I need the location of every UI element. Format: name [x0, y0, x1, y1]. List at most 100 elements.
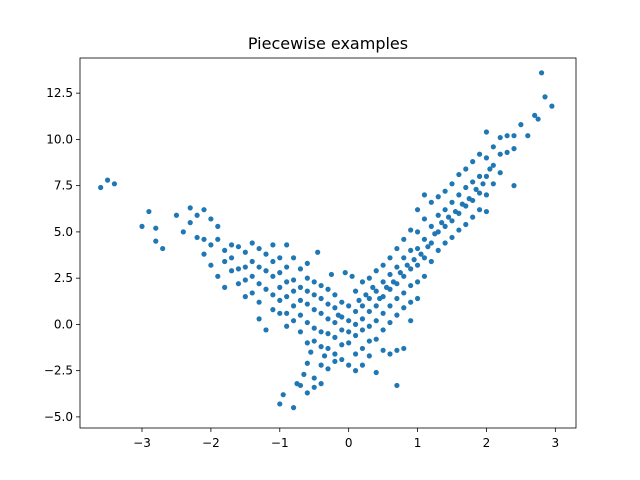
data-point	[270, 292, 276, 298]
data-point	[463, 221, 469, 228]
data-point	[325, 286, 331, 292]
data-point	[104, 177, 111, 183]
data-point	[318, 329, 324, 335]
data-point	[339, 356, 345, 363]
data-point	[325, 316, 331, 322]
data-point	[339, 299, 345, 305]
data-point	[242, 249, 248, 255]
data-point	[277, 401, 283, 407]
y-axis: −5.0 −2.5 0.0 2.5 5.0 7.5 10.0 12.5	[44, 86, 80, 424]
data-point	[332, 292, 338, 298]
data-point	[201, 236, 207, 242]
data-point	[511, 183, 517, 189]
data-point	[346, 362, 352, 368]
data-point	[311, 325, 317, 331]
data-point	[363, 292, 369, 298]
data-point	[439, 220, 445, 226]
data-point	[284, 323, 290, 329]
data-point	[277, 270, 283, 276]
data-point	[463, 166, 469, 172]
data-point	[304, 301, 310, 307]
data-point	[487, 166, 493, 172]
data-point	[277, 255, 283, 261]
data-point	[249, 290, 255, 296]
data-point	[222, 258, 228, 265]
data-point	[311, 338, 317, 344]
data-point	[352, 332, 359, 339]
data-point	[380, 279, 386, 285]
data-point	[284, 264, 290, 270]
data-point	[270, 242, 276, 248]
data-point	[414, 279, 421, 285]
y-tick-label: 7.5	[54, 179, 73, 193]
data-point	[277, 310, 283, 316]
data-point	[249, 273, 255, 279]
data-point	[332, 358, 338, 364]
data-point	[284, 310, 290, 316]
data-point	[414, 207, 421, 213]
data-point	[401, 273, 407, 279]
data-point	[308, 349, 314, 355]
data-point	[532, 112, 538, 118]
data-point	[297, 382, 304, 389]
data-point	[304, 319, 310, 326]
data-point	[359, 327, 366, 333]
data-point	[352, 321, 359, 327]
data-point	[442, 207, 448, 213]
data-point	[394, 281, 400, 287]
data-point	[421, 236, 428, 242]
data-point	[370, 284, 376, 290]
data-point	[366, 295, 372, 302]
data-point	[304, 360, 310, 366]
data-point	[435, 194, 441, 200]
data-point	[435, 212, 441, 218]
data-point	[401, 290, 407, 296]
data-point	[380, 310, 386, 316]
data-point	[380, 262, 386, 268]
data-point	[256, 299, 262, 305]
data-point	[435, 247, 441, 253]
data-point	[290, 405, 297, 411]
plot-area-frame	[79, 57, 577, 429]
data-point	[373, 369, 379, 376]
data-point	[404, 262, 410, 268]
data-point	[401, 255, 407, 261]
x-tick-label: 1	[414, 436, 422, 450]
data-point	[394, 264, 400, 270]
data-point	[146, 208, 152, 215]
data-point	[325, 345, 331, 352]
data-point	[173, 212, 180, 218]
data-point	[483, 173, 490, 179]
data-point	[366, 338, 372, 344]
data-point	[456, 210, 462, 216]
data-point	[414, 262, 421, 268]
data-point	[228, 242, 235, 248]
data-point	[277, 297, 283, 303]
data-point	[428, 258, 434, 265]
y-tick-label: 5.0	[54, 225, 73, 239]
data-point	[442, 188, 448, 194]
data-point	[470, 159, 476, 165]
x-tick-label: −1	[271, 436, 289, 450]
data-point	[297, 312, 304, 318]
data-point	[394, 312, 400, 318]
data-point	[242, 277, 248, 283]
data-point	[263, 327, 269, 333]
data-point	[160, 245, 166, 252]
data-point	[408, 299, 414, 305]
data-point	[194, 212, 200, 218]
data-point	[421, 255, 428, 261]
data-point	[397, 270, 403, 276]
data-point	[373, 318, 379, 324]
data-point	[394, 347, 400, 353]
data-point	[339, 314, 345, 320]
data-points	[98, 70, 555, 411]
data-point	[408, 318, 414, 324]
data-point	[318, 310, 324, 316]
data-point	[476, 207, 483, 213]
data-point	[421, 192, 428, 198]
data-point	[497, 134, 503, 141]
data-point	[366, 275, 372, 281]
data-point	[304, 390, 310, 396]
data-point	[511, 146, 517, 152]
